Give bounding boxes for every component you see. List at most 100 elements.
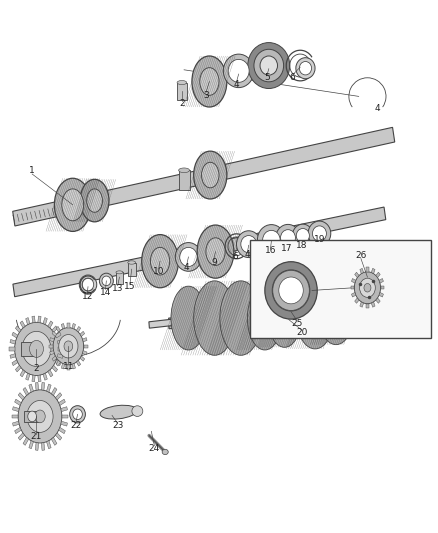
Ellipse shape [99,273,113,288]
Ellipse shape [142,235,178,288]
Ellipse shape [100,405,137,419]
Text: 9: 9 [211,258,217,266]
Polygon shape [20,370,25,377]
Polygon shape [12,415,18,418]
Text: 4: 4 [374,103,380,112]
Text: 21: 21 [31,432,42,441]
Text: 26: 26 [355,252,367,260]
Text: 17: 17 [281,244,293,253]
Polygon shape [57,340,63,344]
Polygon shape [41,442,45,450]
Ellipse shape [263,230,280,249]
Polygon shape [61,421,67,426]
Ellipse shape [299,61,311,75]
Ellipse shape [268,289,301,348]
Ellipse shape [308,221,331,246]
Text: 12: 12 [81,292,93,301]
Polygon shape [13,407,19,411]
Polygon shape [61,364,65,369]
Ellipse shape [194,151,227,199]
Polygon shape [18,393,25,400]
Text: 3: 3 [203,91,209,100]
Ellipse shape [296,58,315,79]
Ellipse shape [82,278,94,291]
Polygon shape [80,356,85,361]
Polygon shape [56,326,60,332]
Polygon shape [51,438,57,446]
Polygon shape [48,321,53,328]
Ellipse shape [272,270,310,311]
Ellipse shape [273,270,309,311]
Circle shape [14,322,58,375]
Polygon shape [72,364,75,369]
Ellipse shape [192,56,227,107]
Polygon shape [67,323,70,328]
Polygon shape [56,393,62,400]
Polygon shape [366,268,369,272]
Polygon shape [149,319,178,328]
Polygon shape [29,384,33,392]
Circle shape [59,335,78,358]
Polygon shape [20,321,25,328]
Ellipse shape [319,292,353,345]
Text: 15: 15 [124,282,136,291]
Ellipse shape [79,275,97,294]
Polygon shape [376,272,380,278]
Polygon shape [59,399,65,406]
Polygon shape [32,375,35,382]
Ellipse shape [276,224,300,251]
Polygon shape [52,365,58,372]
Polygon shape [62,415,68,418]
Polygon shape [355,298,359,303]
Ellipse shape [102,276,111,286]
Polygon shape [18,433,25,440]
Polygon shape [82,351,87,355]
Circle shape [354,272,381,304]
Text: 1: 1 [29,166,35,175]
Polygon shape [76,360,81,366]
Polygon shape [14,427,21,434]
Text: 14: 14 [100,287,111,296]
Ellipse shape [150,247,170,275]
Bar [177,83,187,100]
Polygon shape [23,387,28,395]
Polygon shape [58,348,64,351]
Ellipse shape [279,277,303,304]
Ellipse shape [220,281,262,356]
Circle shape [18,390,62,443]
Polygon shape [55,360,61,366]
Text: 20: 20 [296,328,307,337]
Polygon shape [10,340,16,344]
Ellipse shape [70,406,85,423]
Text: 4: 4 [184,263,190,272]
Text: 23: 23 [112,422,124,431]
Polygon shape [14,399,21,406]
Text: 11: 11 [63,362,74,371]
Polygon shape [371,302,375,307]
Ellipse shape [296,229,309,243]
Polygon shape [43,373,47,380]
Circle shape [53,328,84,365]
Polygon shape [56,360,60,366]
Circle shape [28,411,36,422]
Polygon shape [35,442,39,450]
Circle shape [360,278,375,297]
Ellipse shape [197,225,234,278]
Text: 24: 24 [149,444,160,453]
Circle shape [64,341,73,352]
Polygon shape [10,348,14,351]
Text: 2: 2 [34,364,39,373]
Polygon shape [15,365,21,372]
Polygon shape [12,360,18,366]
Polygon shape [61,407,67,411]
Ellipse shape [162,449,168,455]
Polygon shape [55,332,61,338]
Ellipse shape [260,56,278,75]
Ellipse shape [258,224,286,255]
Bar [128,263,136,276]
Polygon shape [360,302,364,307]
Polygon shape [351,286,354,289]
Polygon shape [13,127,395,226]
Polygon shape [46,441,51,449]
Ellipse shape [228,59,249,83]
